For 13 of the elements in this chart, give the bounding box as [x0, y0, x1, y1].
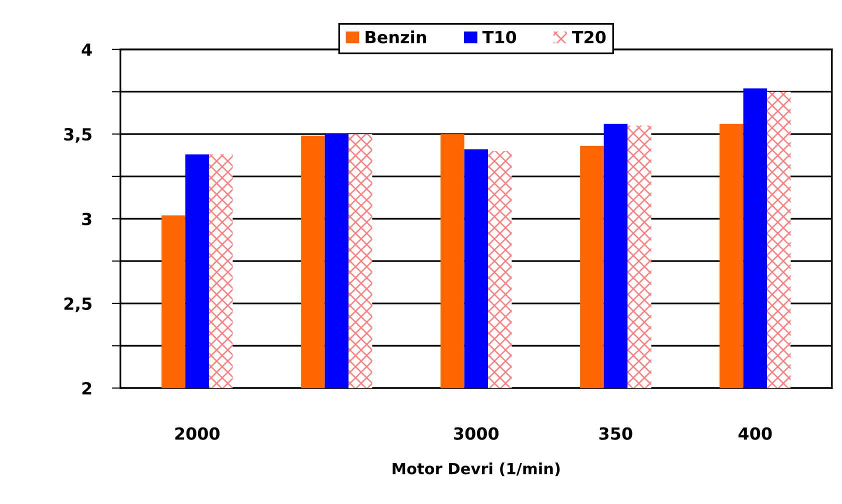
x-tick-label: 3000 — [454, 427, 499, 440]
x-tick-label: 400 — [738, 427, 772, 440]
y-tick-label: 3,5 — [64, 128, 92, 143]
legend-label: T10 — [482, 30, 516, 44]
y-tick-label: 2 — [82, 382, 92, 394]
x-tick-label: 350 — [599, 427, 632, 440]
x-axis-title: Motor Devri (1/min) — [392, 462, 560, 476]
legend-label: T20 — [572, 30, 606, 44]
x-tick-label: 2000 — [175, 427, 220, 440]
y-tick-label: 2,5 — [64, 297, 92, 312]
legend-label: Benzin — [366, 30, 426, 44]
y-tick-label: 3 — [82, 212, 92, 226]
y-tick-label: 4 — [82, 44, 92, 56]
